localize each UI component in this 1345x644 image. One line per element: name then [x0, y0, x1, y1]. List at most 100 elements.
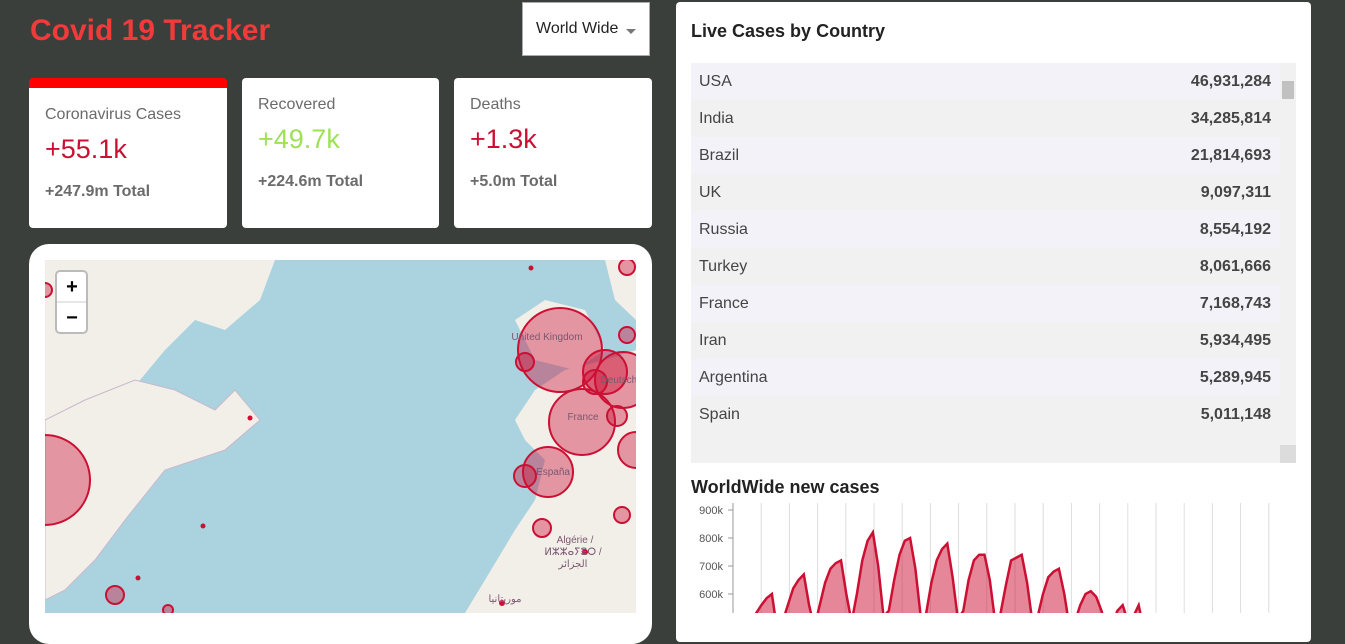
map-label: الجزائر [558, 559, 588, 570]
total-label: Total [113, 183, 151, 200]
stat-title: Coronavirus Cases [45, 106, 182, 123]
zoom-out[interactable]: − [66, 307, 78, 329]
table-row: USA 46,931,284 [691, 63, 1280, 100]
total-label: Total [520, 173, 558, 190]
page: Covid 19 Tracker World Wide Coronavirus … [29, 2, 1311, 644]
total-value: +224.6m [258, 173, 322, 190]
map-circle [613, 506, 631, 524]
country: Brazil [699, 146, 740, 164]
dropdown-label: World Wide [536, 20, 619, 37]
map-circle [513, 464, 537, 488]
country: Spain [699, 405, 740, 423]
map-circle [515, 352, 535, 372]
caret [626, 29, 636, 39]
map-label: Algérie / [557, 535, 594, 546]
stat-total: +5.0m Total [470, 173, 636, 191]
map-circle [532, 518, 552, 538]
map-label: France [567, 412, 599, 423]
map-circle [582, 369, 608, 395]
map[interactable]: United Kingdom France España Algérie / ⵍ… [45, 260, 636, 613]
land [45, 379, 261, 601]
case-count: 8,554,192 [1199, 220, 1271, 238]
country: Iran [699, 331, 727, 349]
country: Turkey [699, 257, 748, 275]
country: India [699, 109, 734, 127]
map-dot [528, 265, 534, 271]
zoom-control: + − [55, 270, 88, 334]
country: France [699, 294, 749, 312]
map-circle [606, 405, 628, 427]
total-value: +247.9m [45, 183, 109, 200]
table-row: Argentina 5,289,945 [691, 359, 1280, 396]
map-dots [135, 265, 588, 606]
total-value: +5.0m [470, 173, 516, 190]
map-circle [522, 446, 574, 498]
y-tick-label: 700k [699, 561, 723, 573]
case-count: 5,289,945 [1199, 368, 1271, 386]
map-labels: United Kingdom France España Algérie / ⵍ… [488, 332, 636, 605]
stat-today: +1.3k [470, 124, 537, 154]
table-row: UK 9,097,311 [691, 174, 1280, 211]
cases-table: USA 46,931,284 India 34,285,814 Brazil 21,814… [691, 63, 1280, 433]
land [45, 260, 275, 580]
country-dropdown[interactable]: World Wide [522, 2, 650, 56]
table-row: Turkey 8,061,666 [691, 248, 1280, 285]
land [515, 300, 605, 370]
case-count: 5,011,148 [1200, 405, 1271, 423]
table-row: Iran 5,934,495 [691, 322, 1280, 359]
v-scrollbar[interactable] [1280, 63, 1296, 445]
country: UK [699, 183, 722, 201]
map-label: موريتانيا [488, 594, 521, 605]
chart-title: WorldWide new cases [691, 477, 880, 497]
case-count: 34,285,814 [1190, 109, 1271, 127]
table-row: Russia 8,554,192 [691, 211, 1280, 248]
map-circle [548, 388, 616, 456]
app-title: Covid 19 Tracker [30, 14, 271, 47]
table-row: India 34,285,814 [691, 100, 1280, 137]
line [754, 528, 1142, 613]
map-label: España [536, 467, 570, 478]
table-row: Brazil 21,814,693 [691, 137, 1280, 174]
table-scroll [691, 63, 1296, 463]
map-label: ⵍⵣⵣⴰⵢⴻⵔ / [544, 547, 602, 558]
map-dot [499, 600, 505, 606]
table-row: France 7,168,743 [691, 285, 1280, 322]
plot [754, 528, 1142, 613]
map-circle [582, 349, 628, 395]
y-tick-label: 900k [699, 505, 723, 517]
stat-title: Recovered [258, 96, 336, 113]
scroll-corner [1280, 445, 1296, 463]
stat-card[interactable]: Recovered +49.7k +224.6m Total [242, 78, 439, 228]
land [465, 350, 636, 613]
stat-total: +247.9m Total [45, 183, 211, 201]
v-thumb[interactable] [1282, 81, 1294, 99]
case-count: 7,168,743 [1199, 294, 1271, 312]
stat-card[interactable]: Deaths +1.3k +5.0m Total [454, 78, 652, 228]
total-label: Total [326, 173, 364, 190]
map-dot [582, 549, 588, 555]
map-dot [135, 575, 141, 581]
case-count: 21,814,693 [1190, 146, 1271, 164]
map-circle [618, 326, 636, 344]
stat-today: +49.7k [258, 124, 340, 154]
map-circles [45, 260, 636, 613]
map-label: Deutschl [601, 375, 636, 386]
y-tick-label: 800k [699, 533, 723, 545]
stat-card[interactable]: Coronavirus Cases +55.1k +247.9m Total [29, 78, 227, 228]
map-dot [247, 415, 253, 421]
map-circle [45, 282, 53, 298]
table-title: Live Cases by Country [691, 21, 886, 41]
chart: 600k 700k 800k 900k [699, 503, 1270, 613]
case-count: 8,061,666 [1199, 257, 1271, 275]
stat-today: +55.1k [45, 134, 127, 164]
map-dot [200, 523, 206, 529]
country: Argentina [699, 368, 768, 386]
stat-title: Deaths [470, 96, 521, 113]
map-circle [618, 260, 636, 276]
y-tick-label: 600k [699, 589, 723, 601]
zoom-in[interactable]: + [66, 276, 78, 298]
case-count: 5,934,495 [1199, 331, 1271, 349]
country: Russia [699, 220, 748, 238]
stat-total: +224.6m Total [258, 173, 423, 191]
map-circle [45, 434, 91, 526]
